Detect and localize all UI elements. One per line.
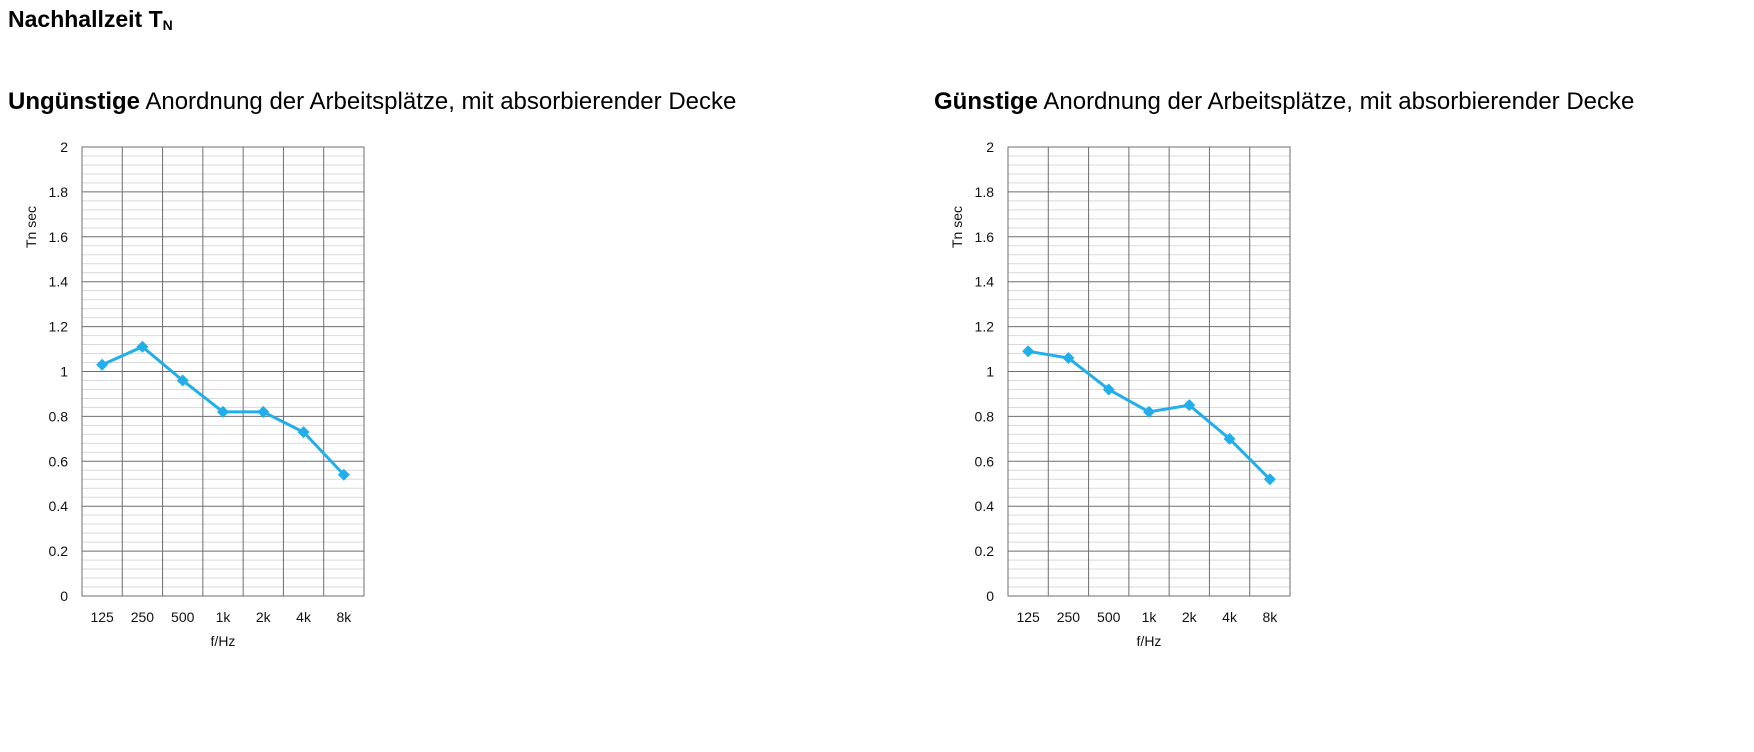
y-tick-label: 1.4	[975, 274, 995, 290]
y-tick-label: 0.8	[49, 408, 69, 424]
x-tick-label: 4k	[1222, 609, 1238, 625]
page-title: Nachhallzeit TN	[8, 6, 173, 33]
y-tick-label: 1.2	[975, 319, 995, 335]
plot-frame	[1007, 146, 1291, 597]
chart-heading-left: Ungünstige Anordnung der Arbeitsplätze, …	[8, 88, 736, 116]
x-tick-label: 250	[1057, 609, 1081, 625]
x-tick-label: 8k	[336, 609, 352, 625]
x-tick-label: 8k	[1262, 609, 1278, 625]
y-tick-label: 1.4	[49, 274, 69, 290]
data-point-marker	[1143, 405, 1155, 418]
chart-heading-right-emphasis: Günstige	[934, 88, 1039, 115]
x-tick-label: 2k	[256, 609, 272, 625]
x-tick-label: 1k	[1142, 609, 1158, 625]
page-title-text: Nachhallzeit T	[8, 6, 163, 32]
x-axis-title: f/Hz	[1137, 633, 1162, 649]
chart-heading-right-text: Anordnung der Arbeitsplätze, mit absorbi…	[1043, 88, 1635, 115]
x-axis-title: f/Hz	[211, 633, 236, 649]
y-tick-label: 2	[60, 139, 68, 155]
page-title-subscript: N	[162, 17, 173, 33]
chart-heading-left-emphasis: Ungünstige	[8, 88, 140, 115]
data-point-marker	[96, 358, 109, 371]
y-tick-label: 0.2	[49, 543, 69, 559]
y-tick-label: 0.6	[975, 453, 995, 469]
data-point-marker	[1223, 432, 1236, 445]
data-point-marker	[1183, 399, 1196, 412]
chart-left: 0 0.2 0.4 0.6 0.8 1 1.2 1.4 1.6 1.8 2 125 250 500 1k 2k…	[23, 139, 365, 649]
y-tick-label: 0.6	[49, 453, 69, 469]
x-tick-label: 250	[131, 609, 155, 625]
x-tick-label: 2k	[1182, 609, 1198, 625]
y-tick-label: 1	[986, 364, 994, 380]
y-tick-label: 1	[60, 364, 68, 380]
plot-frame	[81, 146, 365, 597]
y-tick-label: 0.8	[975, 408, 995, 424]
data-point-marker	[1263, 473, 1276, 486]
y-tick-label: 1.6	[975, 229, 995, 245]
y-tick-label: 2	[986, 139, 994, 155]
x-tick-label: 125	[1016, 609, 1040, 625]
y-tick-label: 1.2	[49, 319, 69, 335]
data-point-marker	[337, 468, 350, 481]
data-point-marker	[1102, 383, 1115, 396]
data-point-marker	[136, 340, 149, 353]
y-axis-title: Tn sec	[949, 206, 965, 248]
y-tick-label: 0	[60, 588, 68, 604]
y-axis-title: Tn sec	[23, 206, 39, 248]
data-point-marker	[1022, 345, 1035, 358]
data-point-marker	[257, 405, 270, 418]
chart-heading-right: Günstige Anordnung der Arbeitsplätze, mi…	[934, 88, 1634, 116]
x-tick-label: 500	[171, 609, 195, 625]
data-point-marker	[1062, 352, 1075, 365]
y-tick-label: 1.8	[49, 184, 69, 200]
y-tick-label: 0	[986, 588, 994, 604]
data-point-marker	[297, 426, 310, 439]
y-tick-label: 1.6	[49, 229, 69, 245]
x-tick-label: 500	[1097, 609, 1121, 625]
chart-heading-left-text: Anordnung der Arbeitsplätze, mit absorbi…	[145, 88, 737, 115]
chart-right: 0 0.2 0.4 0.6 0.8 1 1.2 1.4 1.6 1.8 2 125 250 500 1k 2k…	[949, 139, 1291, 649]
x-tick-label: 1k	[216, 609, 232, 625]
y-tick-label: 1.8	[975, 184, 995, 200]
y-tick-label: 0.4	[975, 498, 995, 514]
y-tick-label: 0.4	[49, 498, 69, 514]
data-point-marker	[176, 374, 189, 387]
data-point-marker	[217, 405, 229, 418]
y-tick-label: 0.2	[975, 543, 995, 559]
x-tick-label: 125	[90, 609, 114, 625]
x-tick-label: 4k	[296, 609, 312, 625]
